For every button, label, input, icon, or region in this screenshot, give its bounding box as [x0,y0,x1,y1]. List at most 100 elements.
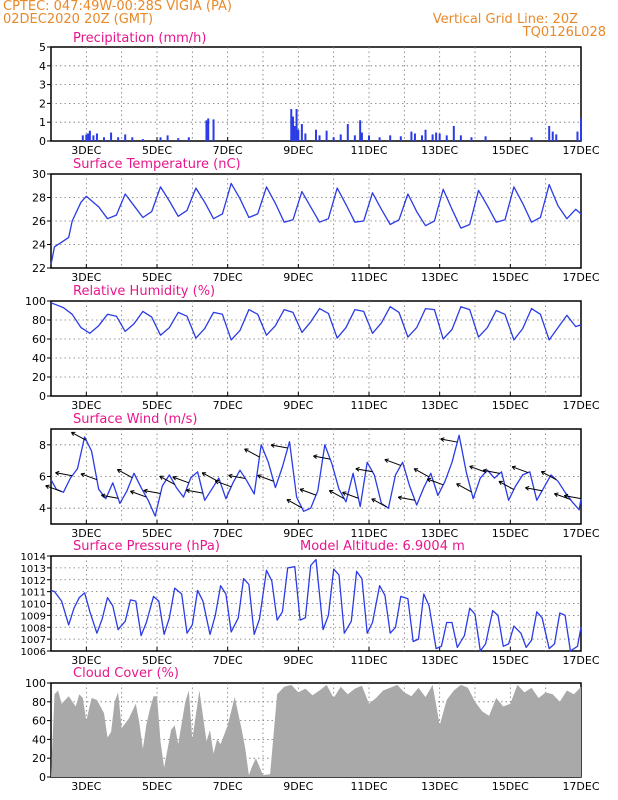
station-header: CPTEC: 047:49W-00:28S VIGIA (PA) [3,0,232,14]
wind-xtick-label: 7DEC [213,527,243,540]
wind-ytick-label: 6 [39,471,46,484]
pressure-xtick-label: 11DEC [350,654,387,667]
cloud-xtick-label: 3DEC [71,780,101,793]
wind-vector [270,444,288,449]
precip-bar [353,135,356,141]
pressure-ytick-label: 1012 [21,576,46,587]
wind-vector [482,469,500,474]
precip-bar [92,135,95,141]
pressure-line [50,558,582,652]
precip-bar [207,118,210,141]
wind-vector-head [554,492,559,497]
wind-vector-head [482,468,487,474]
precip-ytick-label: 1 [39,116,46,129]
pressure-xtick-label: 7DEC [213,654,243,667]
precip-ytick-label: 2 [39,97,46,110]
wind-xtick-label: 3DEC [71,527,101,540]
humidity-xtick-label: 3DEC [71,399,101,412]
precip-bar [359,120,362,141]
wind-vector-head [563,493,569,499]
temperature-ytick-label: 28 [32,192,46,205]
wind-xtick-label: 9DEC [283,527,313,540]
temperature-xtick-label: 17DEC [562,271,599,284]
precip-bar [576,131,579,141]
wind-vector-head [342,491,347,496]
humidity-xtick-label: 15DEC [492,399,529,412]
humidity-xtick-label: 5DEC [142,399,172,412]
pressure-ytick-label: 1008 [21,623,46,634]
precip-bar [88,130,91,141]
humidity-ytick-label: 80 [32,314,46,327]
wind-vector-head [440,437,445,442]
temperature-xtick-label: 5DEC [142,271,172,284]
temperature-title: Surface Temperature (nC) [73,157,241,172]
cloud-ytick-label: 0 [39,771,46,784]
precip-bar [205,120,208,141]
wind-vector-head [498,480,503,486]
precip-bar [445,135,448,141]
precip-bar [290,109,293,141]
precip-bar [555,134,558,141]
precip-bar [141,139,144,141]
precip-bar [484,136,487,141]
wind-vector [498,480,515,491]
wind-vector [511,466,529,474]
wind-vector-head [116,469,122,474]
pressure-ytick-label: 1011 [21,588,46,599]
precip-bar [131,137,134,141]
temperature-line [50,182,582,265]
temperature-xtick-label: 7DEC [213,271,243,284]
wind-vector [228,474,246,479]
precip-bar [212,119,215,141]
pressure-ytick-label: 1013 [21,564,46,575]
humidity-line [50,302,582,341]
humidity-xtick-label: 7DEC [213,399,243,412]
precip-ytick-label: 4 [39,60,46,73]
cloud-xtick-label: 7DEC [213,780,243,793]
precip-bar [187,137,190,141]
humidity-ytick-label: 20 [32,371,46,384]
temperature-ytick-label: 24 [32,239,46,252]
cloud-title: Cloud Cover (%) [73,666,179,681]
temperature-ytick-label: 22 [32,262,46,275]
humidity-xtick-label: 17DEC [562,399,599,412]
wind-vector-head [201,472,207,477]
humidity-xtick-label: 13DEC [421,399,458,412]
wind-vector [117,469,133,479]
precip-bar [300,124,303,141]
precip-bar [548,125,551,141]
humidity-ytick-label: 0 [39,390,46,403]
temperature-ytick-label: 30 [32,168,46,181]
precip-bar [95,133,98,141]
cloud-xtick-label: 13DEC [421,780,458,793]
precip-bar [551,131,554,141]
precip-xtick-label: 3DEC [71,144,101,157]
precip-bar [295,109,298,141]
wind-xtick-label: 17DEC [562,527,599,540]
wind-xtick-label: 11DEC [350,527,387,540]
wind-vector [554,493,571,500]
wind-vector-head [257,474,262,479]
wind-xtick-label: 15DEC [492,527,529,540]
cloud-area [51,684,581,777]
wind-vector [55,472,73,477]
precip-ytick-label: 5 [39,41,46,54]
wind-title: Surface Wind (m/s) [73,412,197,427]
wind-vector-head [185,488,191,493]
precip-bar [293,125,296,141]
precip-title: Precipitation (mm/h) [73,31,206,46]
cloud-ytick-label: 40 [32,733,46,746]
pressure-xtick-label: 5DEC [142,654,172,667]
wind-line [50,434,582,517]
precip-bar [124,134,127,141]
precip-bar [530,137,533,141]
precip-xtick-label: 5DEC [142,144,172,157]
precip-bar [110,132,113,141]
wind-vector-head [286,499,291,504]
precip-xtick-label: 13DEC [421,144,458,157]
wind-vector [130,490,147,498]
precip-xtick-label: 7DEC [213,144,243,157]
precip-bar [424,129,427,141]
date-header: 02DEC2020 20Z (GMT) [3,12,154,27]
wind-vector [427,478,444,486]
